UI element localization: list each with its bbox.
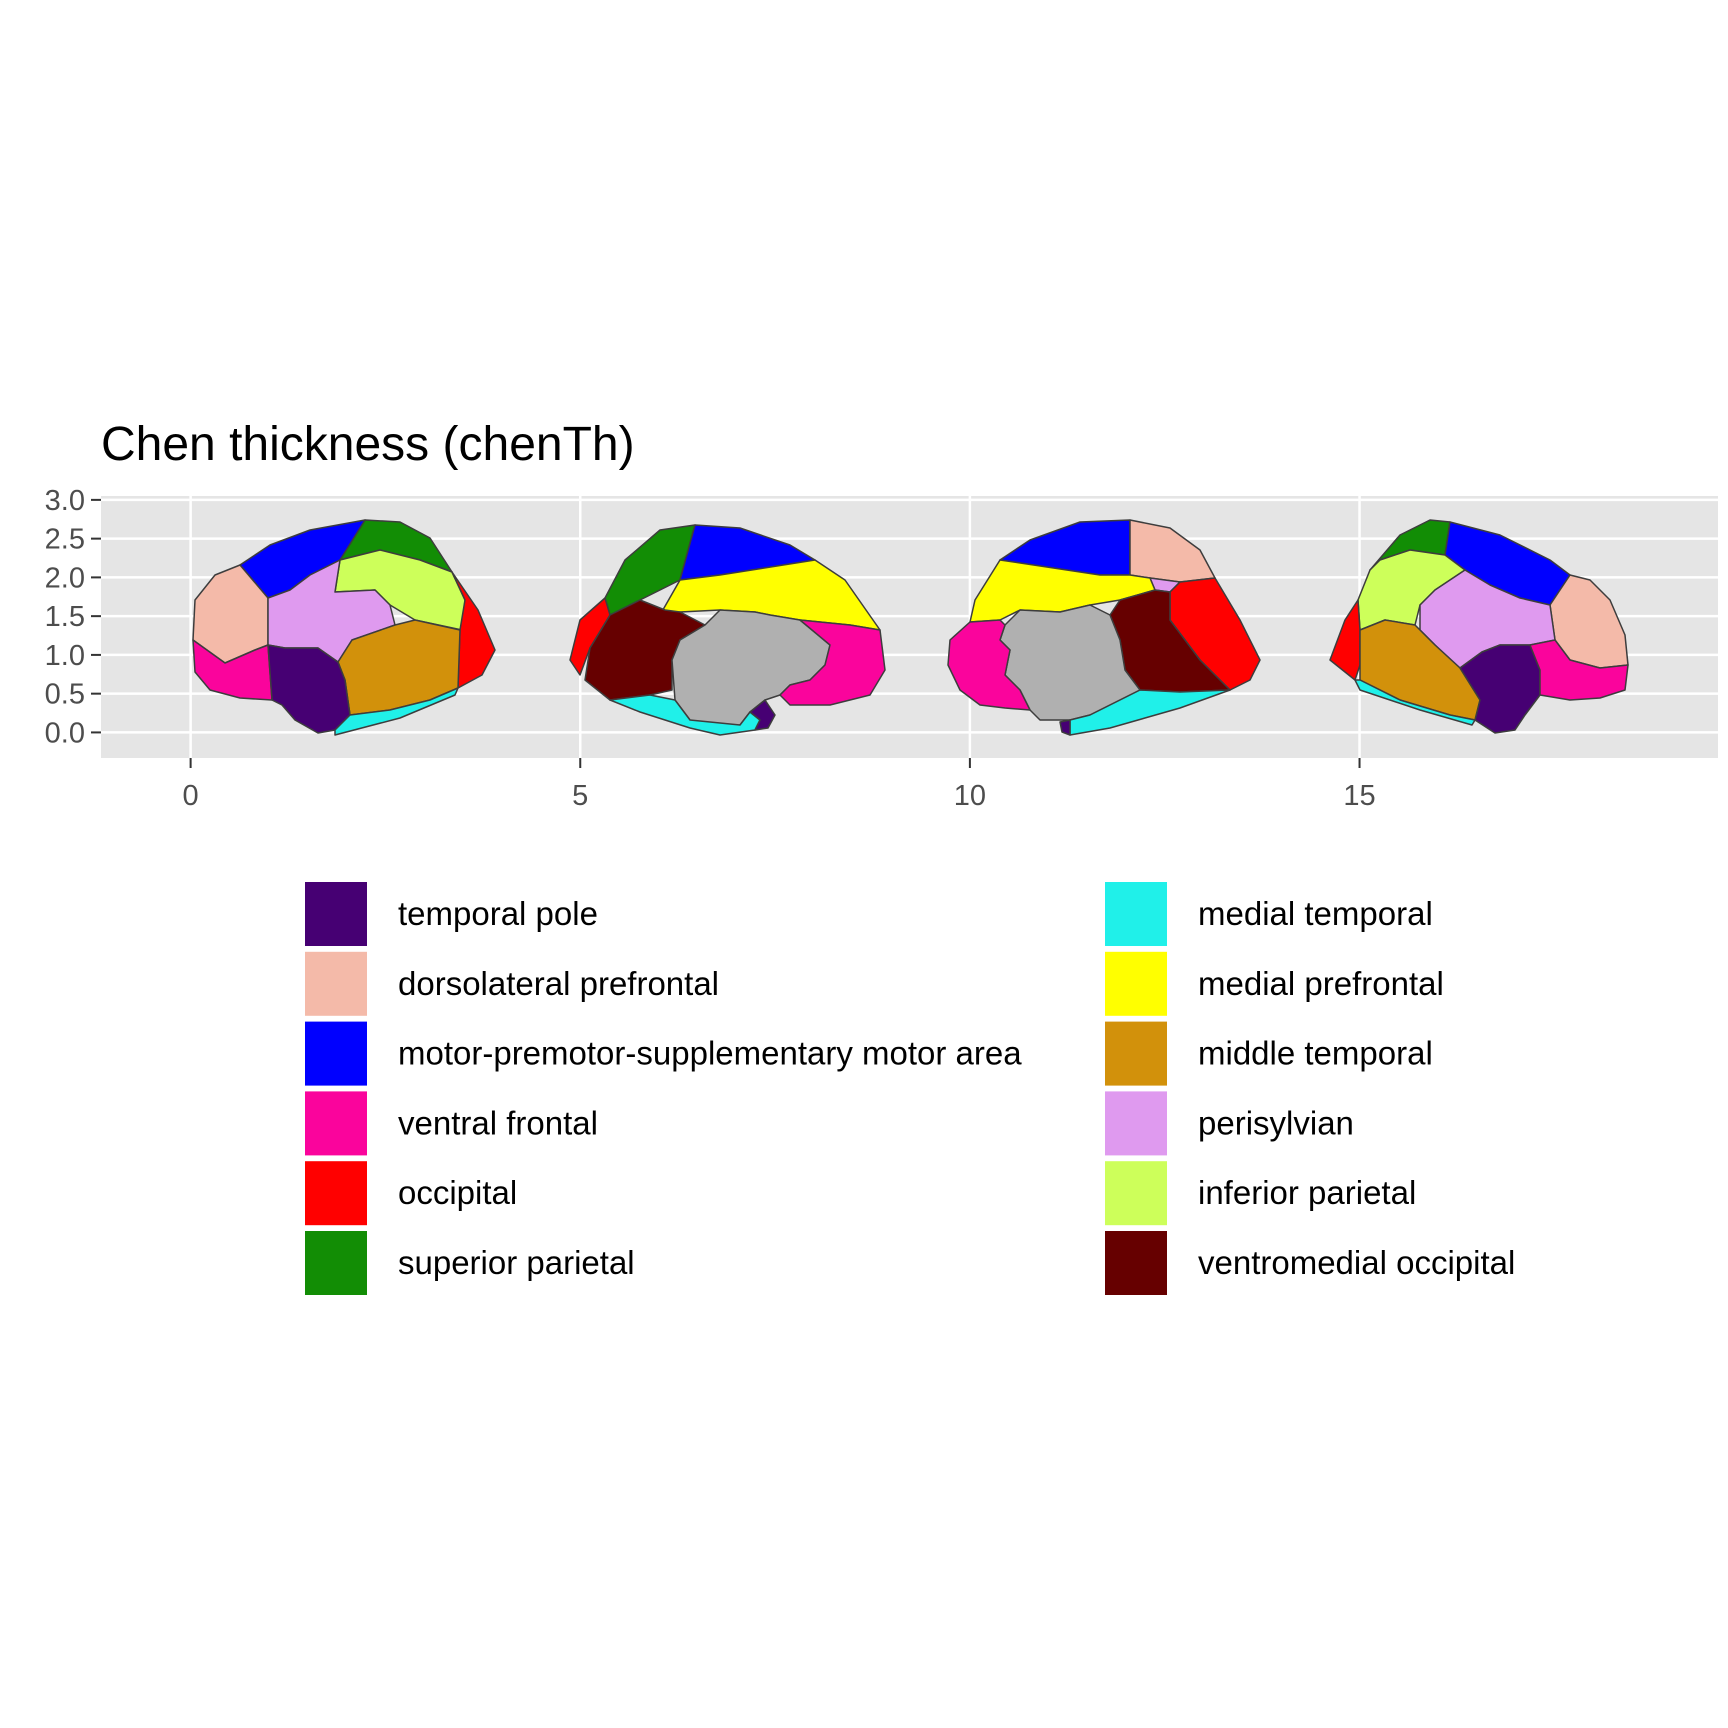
legend-swatch	[303, 1159, 369, 1228]
y-tick-label: 1.5	[45, 601, 85, 633]
legend-swatch	[1103, 1229, 1169, 1297]
legend-label: medial temporal	[1198, 895, 1433, 932]
legend-label: ventral frontal	[398, 1104, 598, 1141]
y-tick-label: 0.0	[45, 717, 85, 749]
legend-item: temporal pole	[303, 880, 598, 948]
x-tick-label: 15	[1343, 780, 1375, 812]
legend-label: temporal pole	[398, 895, 598, 932]
y-tick-label: 2.5	[45, 524, 85, 556]
region-medial-temporal	[334, 687, 459, 736]
brain-view-left-lateral	[192, 519, 496, 736]
legend-item: medial prefrontal	[1103, 949, 1444, 1018]
legend-item: ventral frontal	[303, 1089, 598, 1158]
y-axis: 0.0 0.5 1.0 1.5 2.0 2.5 3.0	[45, 485, 101, 749]
y-tick-label: 0.5	[45, 679, 85, 711]
legend-swatch	[303, 1089, 369, 1158]
brain-view-left-medial	[569, 524, 886, 736]
legend-swatch	[303, 880, 369, 948]
x-tick-label: 10	[954, 780, 986, 812]
legend-label: ventromedial occipital	[1198, 1244, 1515, 1281]
legend: temporal pole dorsolateral prefrontal moto…	[303, 880, 1515, 1297]
region-medial-temporal	[1069, 689, 1231, 736]
region-ventral-frontal	[1529, 639, 1629, 701]
legend-item: middle temporal	[1103, 1019, 1433, 1088]
legend-swatch	[1103, 880, 1169, 948]
brain-view-right-medial	[947, 519, 1261, 736]
legend-item: inferior parietal	[1103, 1159, 1416, 1228]
legend-swatch	[303, 1019, 369, 1088]
brain-view-right-lateral	[1329, 519, 1629, 734]
x-tick-label: 0	[183, 780, 199, 812]
legend-swatch	[1103, 1159, 1169, 1228]
legend-swatch	[1103, 949, 1169, 1018]
legend-label: medial prefrontal	[1198, 965, 1444, 1002]
region-medial-temporal	[1354, 679, 1476, 726]
legend-swatch	[303, 1229, 369, 1297]
region-temporal-pole	[749, 699, 776, 731]
legend-label: perisylvian	[1198, 1104, 1354, 1141]
legend-item: superior parietal	[303, 1229, 635, 1297]
legend-item: motor-premotor-supplementary motor area	[303, 1019, 1022, 1088]
region-ventral-frontal	[947, 619, 1031, 711]
legend-swatch	[1103, 1019, 1169, 1088]
y-tick-label: 1.0	[45, 640, 85, 672]
legend-label: dorsolateral prefrontal	[398, 965, 719, 1002]
legend-item: dorsolateral prefrontal	[303, 949, 719, 1018]
legend-label: middle temporal	[1198, 1035, 1433, 1072]
legend-label: occipital	[398, 1174, 517, 1211]
y-tick-label: 2.0	[45, 562, 85, 594]
legend-swatch	[303, 949, 369, 1018]
legend-item: ventromedial occipital	[1103, 1229, 1515, 1297]
x-axis: 0 5 10 15	[183, 758, 1376, 812]
y-tick-label: 3.0	[45, 485, 85, 517]
legend-label: superior parietal	[398, 1244, 635, 1281]
legend-item: medial temporal	[1103, 880, 1433, 948]
region-temporal-pole	[1459, 644, 1541, 734]
legend-item: occipital	[303, 1159, 517, 1228]
legend-item: perisylvian	[1103, 1089, 1354, 1158]
region-temporal-pole	[1059, 719, 1071, 736]
legend-label: motor-premotor-supplementary motor area	[398, 1035, 1022, 1072]
legend-label: inferior parietal	[1198, 1174, 1416, 1211]
legend-swatch	[1103, 1089, 1169, 1158]
region-ventral-frontal	[779, 619, 886, 706]
plot-title: Chen thickness (chenTh)	[101, 418, 635, 471]
x-tick-label: 5	[572, 780, 588, 812]
region-occipital	[451, 571, 496, 689]
